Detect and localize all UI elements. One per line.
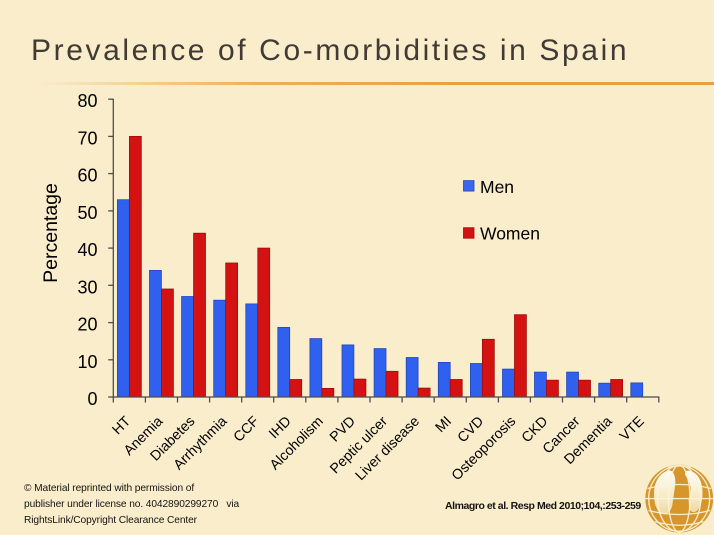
svg-text:Women: Women — [480, 224, 540, 244]
svg-text:50: 50 — [77, 203, 97, 223]
svg-text:40: 40 — [77, 240, 97, 260]
svg-text:0: 0 — [87, 389, 97, 409]
svg-text:30: 30 — [77, 277, 97, 297]
svg-text:80: 80 — [77, 91, 97, 111]
svg-text:10: 10 — [77, 352, 97, 372]
svg-text:CCF: CCF — [231, 413, 263, 445]
svg-text:HT: HT — [109, 413, 134, 438]
svg-text:70: 70 — [77, 128, 97, 148]
svg-text:60: 60 — [77, 166, 97, 186]
svg-text:Percentage: Percentage — [40, 183, 62, 283]
svg-text:Men: Men — [480, 177, 514, 197]
svg-text:MI: MI — [433, 414, 455, 436]
svg-text:VTE: VTE — [617, 414, 648, 445]
svg-text:20: 20 — [77, 315, 97, 335]
